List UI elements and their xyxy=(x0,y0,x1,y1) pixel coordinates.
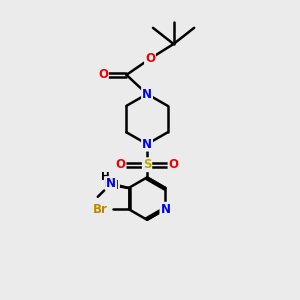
Text: N: N xyxy=(160,203,170,216)
Text: N: N xyxy=(109,178,119,191)
Text: O: O xyxy=(98,68,108,81)
Text: Br: Br xyxy=(93,203,108,216)
Text: O: O xyxy=(169,158,178,171)
Text: N: N xyxy=(142,88,152,100)
Text: N: N xyxy=(142,138,152,151)
Text: O: O xyxy=(116,158,126,171)
Text: H: H xyxy=(104,178,112,189)
Text: O: O xyxy=(145,52,155,65)
Text: S: S xyxy=(143,158,151,171)
Text: N: N xyxy=(106,177,116,190)
Text: H: H xyxy=(101,172,110,182)
